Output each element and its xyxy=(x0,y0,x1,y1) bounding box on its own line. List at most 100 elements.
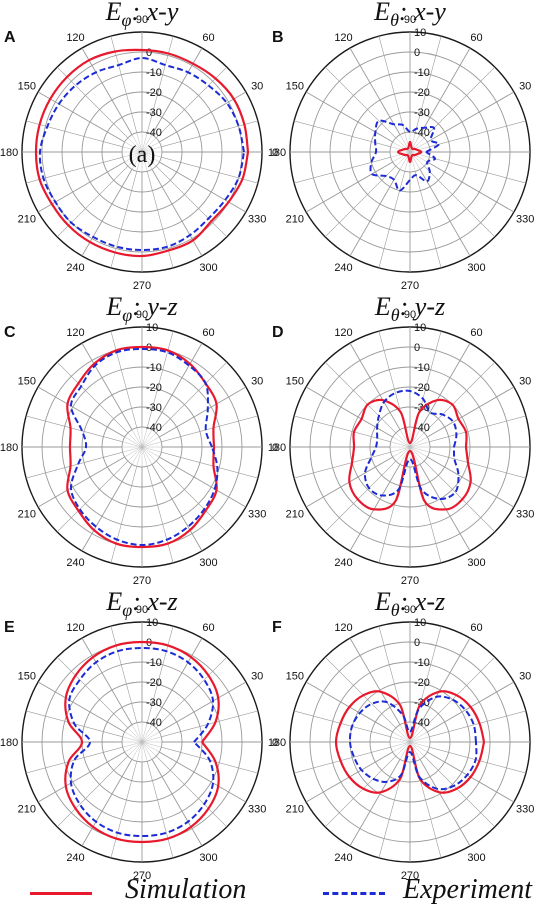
angle-tick-label: 0 xyxy=(272,147,278,159)
angle-tick-label: 30 xyxy=(519,81,531,93)
grid-spoke xyxy=(56,460,129,533)
grid-spoke xyxy=(146,626,174,723)
panel-title: Eθ: x-z xyxy=(374,587,445,620)
grid-spoke xyxy=(159,386,247,438)
radial-tick-label: -10 xyxy=(146,67,162,79)
radial-tick-label: -20 xyxy=(414,382,430,394)
grid-spoke xyxy=(81,342,133,430)
series-experiment-curve xyxy=(369,119,440,192)
angle-tick-label: 330 xyxy=(516,214,534,226)
legend: Simulation Experiment xyxy=(0,868,536,913)
angle-tick-label: 150 xyxy=(286,81,304,93)
grid-spoke xyxy=(56,66,129,139)
grid-spoke xyxy=(151,464,203,552)
grid-spoke xyxy=(324,361,397,434)
radial-tick-label: -10 xyxy=(414,67,430,79)
series-experiment-curve xyxy=(38,57,245,251)
title-plane: : y-z xyxy=(400,292,445,321)
radial-tick-label: 10 xyxy=(146,322,158,334)
angle-tick-label: 180 xyxy=(268,737,286,749)
grid-spoke xyxy=(56,755,129,828)
series-simulation-curve xyxy=(34,48,250,258)
angle-tick-label: 210 xyxy=(18,804,36,816)
angle-tick-label: 210 xyxy=(18,509,36,521)
grid-spoke xyxy=(155,755,228,828)
angle-tick-label: 0 xyxy=(272,442,278,454)
grid-spoke xyxy=(423,165,496,238)
series-experiment-curve xyxy=(363,389,460,501)
grid-spoke xyxy=(81,759,133,847)
legend-label-simulation: Simulation xyxy=(125,874,247,905)
hub-line xyxy=(122,441,162,453)
grid-spoke xyxy=(429,156,526,184)
grid-spoke xyxy=(56,656,129,729)
title-quantity: E xyxy=(105,292,122,321)
panel-letter: D xyxy=(272,324,284,341)
angle-tick-label: 120 xyxy=(334,327,352,339)
grid-spoke xyxy=(423,66,496,139)
grid-spoke xyxy=(414,171,442,268)
panel-letter: F xyxy=(272,619,282,636)
series-simulation-curve xyxy=(396,140,423,164)
angle-tick-label: 120 xyxy=(66,327,84,339)
grid-spoke xyxy=(159,161,247,213)
angle-tick-label: 300 xyxy=(199,262,217,274)
grid-spoke xyxy=(378,36,406,133)
grid-spoke xyxy=(427,161,515,213)
hub-line xyxy=(390,146,430,158)
grid-spoke xyxy=(81,47,133,135)
radial-tick-label: -30 xyxy=(146,697,162,709)
radial-tick-label: 10 xyxy=(414,27,426,39)
hub-line xyxy=(390,736,430,748)
angle-tick-label: 150 xyxy=(18,81,36,93)
angle-tick-label: 150 xyxy=(18,671,36,683)
title-subscript: φ xyxy=(122,600,132,620)
angle-tick-label: 180 xyxy=(0,147,18,159)
grid-spoke xyxy=(56,165,129,238)
angle-tick-label: 90 xyxy=(404,14,416,26)
grid-spoke xyxy=(419,759,471,847)
angle-tick-label: 270 xyxy=(133,280,151,292)
grid-spoke xyxy=(146,36,174,133)
series-simulation-curve xyxy=(334,690,486,794)
grid-spoke xyxy=(110,331,138,428)
grid-spoke xyxy=(110,761,138,858)
legend-line-simulation xyxy=(30,892,92,895)
angle-tick-label: 150 xyxy=(286,671,304,683)
grid-spoke xyxy=(110,466,138,563)
grid-spoke xyxy=(151,342,203,430)
radial-tick-label: 10 xyxy=(414,322,426,334)
grid-spoke xyxy=(324,165,397,238)
panel-letter: A xyxy=(4,29,16,46)
grid-spoke xyxy=(159,751,247,803)
angle-tick-label: 240 xyxy=(334,262,352,274)
grid-spoke xyxy=(155,460,228,533)
angle-tick-label: 90 xyxy=(136,604,148,616)
radial-tick-label: -40 xyxy=(414,717,430,729)
angle-tick-label: 300 xyxy=(467,262,485,274)
radial-tick-label: 0 xyxy=(414,47,420,59)
grid-spoke xyxy=(349,169,401,257)
title-quantity: E xyxy=(374,292,391,321)
angle-tick-label: 210 xyxy=(286,214,304,226)
angle-tick-label: 120 xyxy=(66,622,84,634)
angle-tick-label: 240 xyxy=(66,852,84,864)
grid-spoke xyxy=(146,466,174,563)
angle-tick-label: 270 xyxy=(401,575,419,587)
angle-tick-label: 270 xyxy=(401,870,419,882)
radial-tick-label: -40 xyxy=(146,422,162,434)
grid-spoke xyxy=(161,120,258,148)
angle-tick-label: 60 xyxy=(202,32,214,44)
radial-tick-label: -20 xyxy=(146,87,162,99)
title-subscript: φ xyxy=(122,10,132,30)
polar-panel-b: B Eθ: x-y 0 30 60 90 120 150 180 210 240 270 300 330 -… xyxy=(268,0,535,292)
grid-spoke xyxy=(37,456,125,508)
angle-tick-label: 150 xyxy=(18,376,36,388)
grid-spoke xyxy=(161,451,258,479)
grid-spoke xyxy=(429,120,526,148)
polar-panel-f: F Eθ: x-z 0 30 60 90 120 150 180 210 240 270 300 330 -… xyxy=(268,587,535,882)
radial-tick-label: -30 xyxy=(146,402,162,414)
angle-tick-label: 180 xyxy=(0,442,18,454)
angle-tick-label: 0 xyxy=(272,737,278,749)
